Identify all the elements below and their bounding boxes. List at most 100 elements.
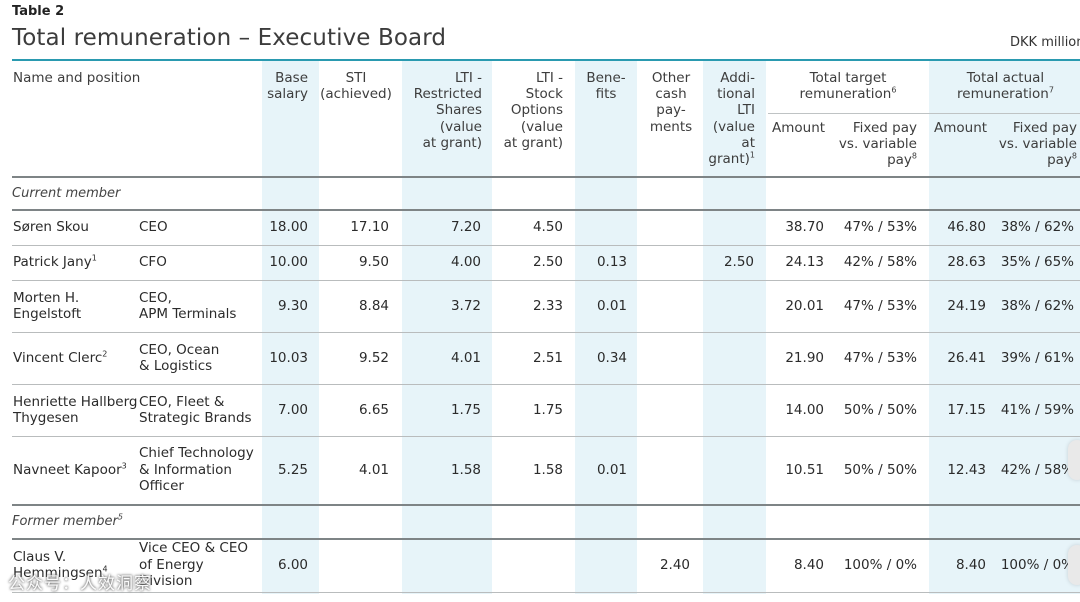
cell-benefits (575, 384, 627, 436)
scroll-handle[interactable] (1068, 545, 1080, 585)
cell-target-amount: 14.00 (785, 401, 824, 418)
cell-target-split: 47% / 53% (843, 349, 917, 366)
cell-target-amount: 38.70 (785, 218, 824, 235)
cell-lti-options: 2.50 (532, 254, 563, 271)
cell-name-note: 1 (91, 253, 97, 263)
cell-actual-amount: 26.41 (947, 349, 986, 366)
cell-other-cash (640, 209, 690, 245)
cell-target-split: 47% / 53% (843, 297, 917, 314)
cell-other-cash (640, 280, 690, 332)
cell-name-text: Navneet Kapoor3 (13, 461, 127, 478)
cell-base-salary: 7.00 (277, 401, 308, 418)
cell-additional-lti (703, 538, 754, 592)
title-rule (12, 59, 1080, 61)
cell-name: Patrick Jany1 (13, 245, 138, 280)
row-separator (12, 332, 1080, 333)
cell-target-split: 42% / 58% (843, 254, 917, 271)
cell-sti (320, 538, 389, 592)
cell-additional-lti (703, 436, 754, 504)
cell-name: Navneet Kapoor3 (13, 436, 138, 504)
cell-other-cash (640, 436, 690, 504)
cell-additional-lti (703, 332, 754, 384)
cell-lti-shares: 1.58 (450, 461, 481, 478)
cell-lti-shares: 1.75 (450, 401, 481, 418)
cell-other-cash (640, 384, 690, 436)
cell-actual-amount: 8.40 (955, 556, 986, 573)
cell-sti: 9.52 (358, 349, 389, 366)
cell-name-note: 4 (102, 564, 108, 574)
cell-lti-options: 2.51 (532, 349, 563, 366)
col-target-amount: Amount (772, 120, 826, 136)
cell-benefits: 0.01 (596, 297, 627, 314)
cell-additional-lti (703, 384, 754, 436)
cell-lti-options: 1.58 (532, 461, 563, 478)
cell-other-cash (640, 245, 690, 280)
col-total-target: Total target remuneration6 (768, 70, 928, 102)
cell-actual-split: 38% / 62% (1000, 218, 1074, 235)
table-label: Table 2 (12, 4, 65, 19)
section-former-note: 5 (117, 512, 123, 522)
currency-note: DKK million (1010, 35, 1080, 50)
cell-position: CEO, Fleet & Strategic Brands (139, 393, 252, 427)
scroll-handle[interactable] (1068, 440, 1080, 480)
cell-name: Morten H. Engelstoft (13, 280, 138, 332)
cell-target-amount: 8.40 (793, 556, 824, 573)
col-total-actual-note: 7 (1048, 85, 1054, 95)
cell-benefits (575, 209, 627, 245)
cell-lti-options: 4.50 (532, 218, 563, 235)
section-former-text: Former member (12, 514, 118, 529)
row-separator (12, 280, 1080, 281)
cell-base-salary: 10.03 (269, 349, 308, 366)
cell-sti: 6.65 (358, 401, 389, 418)
col-lti-options: LTI - Stock Options (value at grant) (503, 70, 563, 151)
col-total-target-note: 6 (891, 85, 897, 95)
cell-name-note: 3 (121, 461, 127, 471)
cell-position: Chief Technology & Information Officer (139, 445, 254, 495)
current-members-bottom-rule (12, 504, 1080, 506)
cell-base-salary: 18.00 (269, 218, 308, 235)
table-title: Total remuneration – Executive Board (12, 25, 447, 51)
col-base-salary: Base salary (267, 70, 308, 103)
cell-target-split: 50% / 50% (843, 461, 917, 478)
col-total-actual-text: Total actual remuneration (957, 70, 1049, 103)
cell-other-cash: 2.40 (659, 556, 690, 573)
row-separator (12, 436, 1080, 437)
col-total-target-text: Total target remuneration (799, 70, 892, 103)
cell-target-split: 100% / 0% (843, 556, 917, 573)
cell-lti-shares: 4.00 (450, 254, 481, 271)
cell-target-amount: 20.01 (785, 297, 824, 314)
cell-lti-shares (402, 538, 481, 592)
cell-base-salary: 10.00 (269, 254, 308, 271)
section-former-rule (12, 538, 1080, 540)
header-bottom-rule (12, 176, 1080, 178)
cell-actual-split: 41% / 59% (1000, 401, 1074, 418)
col-target-split: Fixed pay vs. variable pay8 (835, 120, 917, 169)
cell-benefits (575, 538, 627, 592)
cell-name-text: Morten H. Engelstoft (13, 289, 82, 323)
cell-lti-options: 1.75 (532, 401, 563, 418)
cell-additional-lti (703, 209, 754, 245)
cell-name-note: 2 (102, 349, 108, 359)
cell-additional-lti: 2.50 (723, 254, 754, 271)
col-actual-split-text: Fixed pay vs. variable pay (998, 120, 1077, 169)
cell-additional-lti (703, 280, 754, 332)
col-sti: STI (achieved) (320, 70, 392, 103)
col-actual-amount: Amount (934, 120, 988, 136)
cell-lti-options: 2.33 (532, 297, 563, 314)
cell-actual-amount: 46.80 (947, 218, 986, 235)
col-additional-lti-text: Addi- tional LTI (value at grant) (708, 70, 755, 168)
col-actual-split: Fixed pay vs. variable pay8 (990, 120, 1077, 169)
cell-name: Claus V. Hemmingsen4 (13, 538, 138, 592)
cell-benefits: 0.34 (596, 349, 627, 366)
cell-lti-shares: 7.20 (450, 218, 481, 235)
cell-position: CEO, Ocean & Logistics (139, 341, 220, 375)
cell-sti: 17.10 (350, 218, 389, 235)
cell-name: Søren Skou (13, 209, 138, 245)
section-current: Current member (12, 186, 121, 201)
col-other-cash: Other cash pay- ments (649, 70, 693, 135)
col-actual-split-note: 8 (1071, 151, 1077, 161)
cell-base-salary: 5.25 (277, 461, 308, 478)
col-total-actual: Total actual remuneration7 (929, 70, 1080, 102)
col-target-split-note: 8 (911, 151, 917, 161)
cell-sti: 8.84 (358, 297, 389, 314)
